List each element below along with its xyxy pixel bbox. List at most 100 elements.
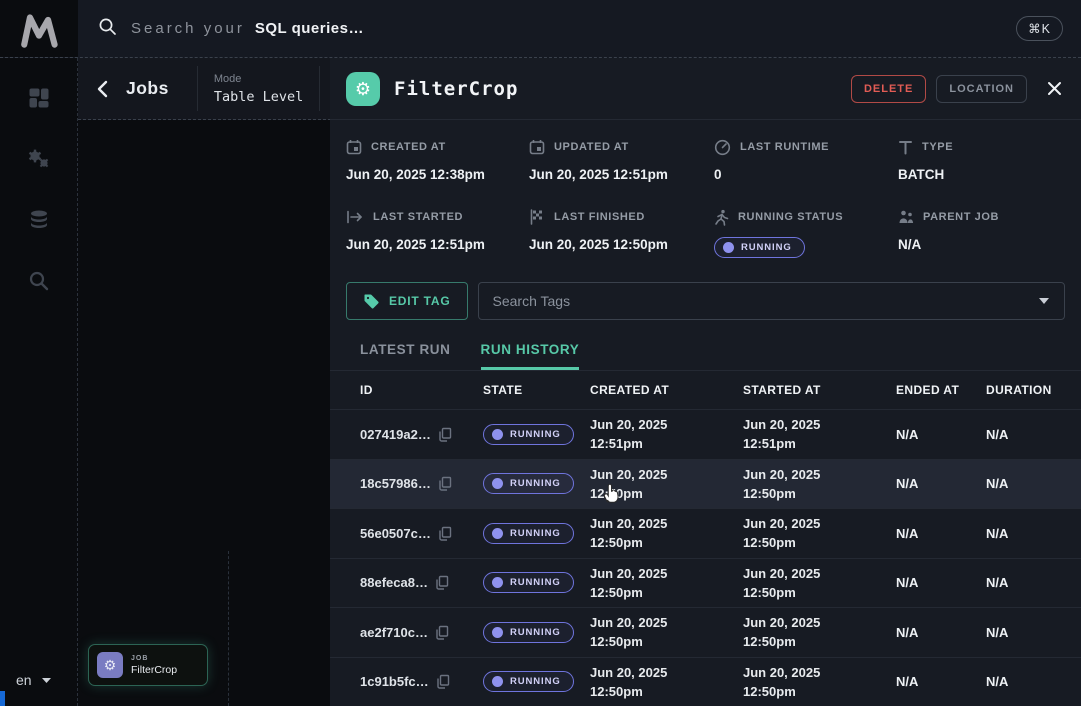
table-row[interactable]: 18c57986… RUNNING Jun 20, 2025 12:50pm bbox=[330, 458, 1081, 508]
copy-icon[interactable] bbox=[435, 575, 449, 590]
duration-cell: N/A bbox=[986, 674, 1009, 690]
node-name: FilterCrop bbox=[131, 663, 178, 676]
dashboard-icon bbox=[29, 88, 48, 108]
page-title: Jobs bbox=[126, 78, 169, 98]
edit-tag-button[interactable]: EDIT TAG bbox=[346, 282, 468, 320]
copy-icon[interactable] bbox=[438, 526, 452, 541]
runner-icon bbox=[715, 209, 729, 226]
started-at-cell: Jun 20, 2025 12:50pm bbox=[743, 516, 821, 551]
copy-icon[interactable] bbox=[435, 625, 449, 640]
job-detail-panel: ⚙ FilterCrop DELETE LOCATION bbox=[330, 58, 1081, 706]
table-row[interactable]: 027419a2… RUNNING Jun 20, 2025 12:51pm bbox=[330, 409, 1081, 459]
left-sidebar: en bbox=[0, 58, 78, 706]
running-status-badge: RUNNING bbox=[714, 237, 805, 258]
detail-parent-job: PARENT JOB N/A bbox=[898, 210, 1000, 252]
run-id: 18c57986… bbox=[360, 476, 431, 492]
canvas-dashed-border bbox=[228, 551, 229, 706]
column-header-duration: DURATION bbox=[986, 382, 1052, 397]
database-icon bbox=[30, 210, 47, 228]
global-search-input[interactable]: Search your SQL queries… bbox=[78, 17, 1016, 41]
mode-field: Mode Table Level bbox=[198, 58, 319, 119]
copy-icon[interactable] bbox=[436, 674, 450, 689]
search-tags-select[interactable]: Search Tags bbox=[477, 282, 1065, 320]
created-at-cell: Jun 20, 2025 12:51pm bbox=[590, 417, 668, 452]
created-at-cell: Jun 20, 2025 12:50pm bbox=[590, 516, 668, 551]
copy-icon[interactable] bbox=[438, 427, 452, 442]
column-header-id: ID bbox=[360, 382, 373, 397]
back-button[interactable] bbox=[78, 58, 126, 119]
status-badge: RUNNING bbox=[483, 671, 574, 693]
detail-last-finished: LAST FINISHED Jun 20, 2025 12:50pm bbox=[529, 209, 668, 252]
table-row[interactable]: 88efeca8… RUNNING Jun 20, 2025 12:50pm bbox=[330, 557, 1081, 608]
gears-icon bbox=[28, 149, 48, 168]
selection-strip bbox=[0, 691, 5, 706]
table-header: ID STATE CREATED AT STARTED AT ENDED AT … bbox=[330, 371, 1081, 409]
delete-button[interactable]: DELETE bbox=[850, 74, 927, 103]
sidebar-item-database[interactable] bbox=[27, 208, 51, 232]
divider bbox=[319, 66, 321, 111]
status-badge: RUNNING bbox=[483, 572, 574, 594]
status-label: RUNNING bbox=[510, 676, 561, 688]
run-id: 56e0507c… bbox=[360, 525, 431, 541]
tab-latest-run[interactable]: LATEST RUN bbox=[360, 342, 451, 357]
status-label: RUNNING bbox=[510, 478, 561, 490]
sidebar-item-dashboard[interactable] bbox=[27, 86, 51, 110]
column-header-started-at: STARTED AT bbox=[743, 382, 821, 397]
tag-icon bbox=[364, 294, 379, 308]
run-id: 88efeca8… bbox=[360, 575, 428, 591]
status-badge: RUNNING bbox=[483, 621, 574, 643]
detail-type: TYPE BATCH bbox=[898, 140, 954, 182]
ended-at-cell: N/A bbox=[896, 624, 919, 640]
close-button[interactable] bbox=[1043, 78, 1065, 100]
created-at-cell: Jun 20, 2025 12:50pm bbox=[590, 565, 668, 600]
status-label: RUNNING bbox=[510, 626, 561, 638]
started-at-cell: Jun 20, 2025 12:50pm bbox=[743, 565, 821, 600]
chevron-left-icon bbox=[97, 80, 108, 97]
shortcut-badge: ⌘K bbox=[1016, 16, 1063, 41]
status-dot-icon bbox=[492, 428, 503, 440]
detail-last-runtime: LAST RUNTIME 0 bbox=[714, 138, 898, 182]
tag-toolbar: EDIT TAG Search Tags bbox=[330, 258, 1081, 320]
detail-created-at: CREATED AT Jun 20, 2025 12:38pm bbox=[346, 140, 485, 182]
start-arrow-icon bbox=[347, 210, 362, 224]
duration-cell: N/A bbox=[986, 476, 1009, 492]
ended-at-cell: N/A bbox=[896, 575, 919, 591]
search-icon bbox=[98, 17, 117, 41]
status-badge: RUNNING bbox=[483, 522, 574, 544]
status-dot-icon bbox=[723, 242, 734, 253]
copy-icon[interactable] bbox=[438, 476, 452, 491]
tab-run-history[interactable]: RUN HISTORY bbox=[480, 342, 580, 370]
location-button[interactable]: LOCATION bbox=[936, 74, 1027, 103]
ended-at-cell: N/A bbox=[896, 674, 919, 690]
status-badge: RUNNING bbox=[483, 423, 574, 445]
job-title: FilterCrop bbox=[394, 77, 519, 100]
ended-at-cell: N/A bbox=[896, 476, 919, 492]
duration-cell: N/A bbox=[986, 575, 1009, 591]
job-node-card[interactable]: ⚙ JOB FilterCrop bbox=[88, 644, 208, 686]
started-at-cell: Jun 20, 2025 12:50pm bbox=[743, 664, 821, 699]
sidebar-item-pipelines[interactable] bbox=[27, 147, 51, 171]
app-logo[interactable] bbox=[0, 0, 78, 57]
divider bbox=[196, 66, 198, 111]
status-label: RUNNING bbox=[510, 428, 561, 440]
type-icon bbox=[899, 140, 912, 154]
finish-flag-icon bbox=[530, 209, 542, 225]
table-row[interactable]: 56e0507c… RUNNING Jun 20, 2025 12:50pm bbox=[330, 508, 1081, 558]
ended-at-cell: N/A bbox=[896, 426, 919, 442]
mode-value: Table Level bbox=[213, 88, 304, 105]
language-selector[interactable]: en bbox=[16, 672, 52, 688]
status-label: RUNNING bbox=[510, 527, 561, 539]
status-dot-icon bbox=[492, 626, 503, 638]
calendar-icon bbox=[346, 140, 362, 155]
status-dot-icon bbox=[492, 676, 503, 688]
sidebar-item-search[interactable] bbox=[27, 269, 51, 293]
duration-cell: N/A bbox=[986, 525, 1009, 541]
table-row[interactable]: 1c91b5fc… RUNNING Jun 20, 2025 12:50pm bbox=[330, 656, 1081, 706]
search-placeholder-bold: SQL queries… bbox=[254, 20, 364, 37]
dropdown-caret-icon bbox=[1039, 298, 1049, 304]
job-gear-icon: ⚙ bbox=[346, 71, 380, 106]
top-bar: Search your SQL queries… ⌘K bbox=[0, 0, 1081, 58]
chevron-down-icon bbox=[41, 677, 51, 683]
table-row[interactable]: ae2f710c… RUNNING Jun 20, 2025 12:50pm bbox=[330, 607, 1081, 657]
